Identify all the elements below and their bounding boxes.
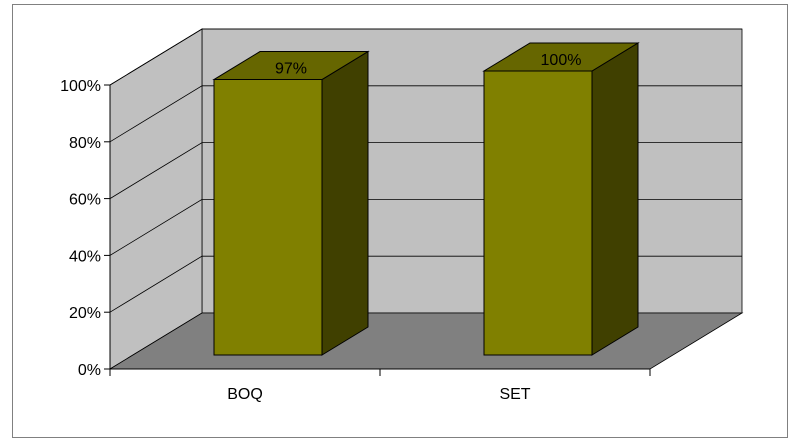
data-label: 97% — [275, 61, 307, 78]
floor — [110, 313, 742, 369]
bar-front-face — [214, 80, 322, 355]
y-tick-label: 60% — [69, 192, 101, 209]
y-tick-label: 100% — [60, 78, 101, 95]
y-tick-label: 40% — [69, 248, 101, 265]
bar-front-face — [484, 71, 592, 355]
bar-side-face — [322, 52, 368, 355]
category-label: SET — [499, 386, 530, 403]
bar-boq — [214, 52, 368, 355]
bar-side-face — [592, 43, 638, 355]
category-label: BOQ — [227, 386, 263, 403]
y-tick-label: 0% — [78, 362, 101, 379]
y-tick-label: 20% — [69, 305, 101, 322]
data-label: 100% — [541, 52, 582, 69]
bar-set — [484, 43, 638, 355]
side-wall — [110, 29, 202, 369]
y-tick-label: 80% — [69, 135, 101, 152]
